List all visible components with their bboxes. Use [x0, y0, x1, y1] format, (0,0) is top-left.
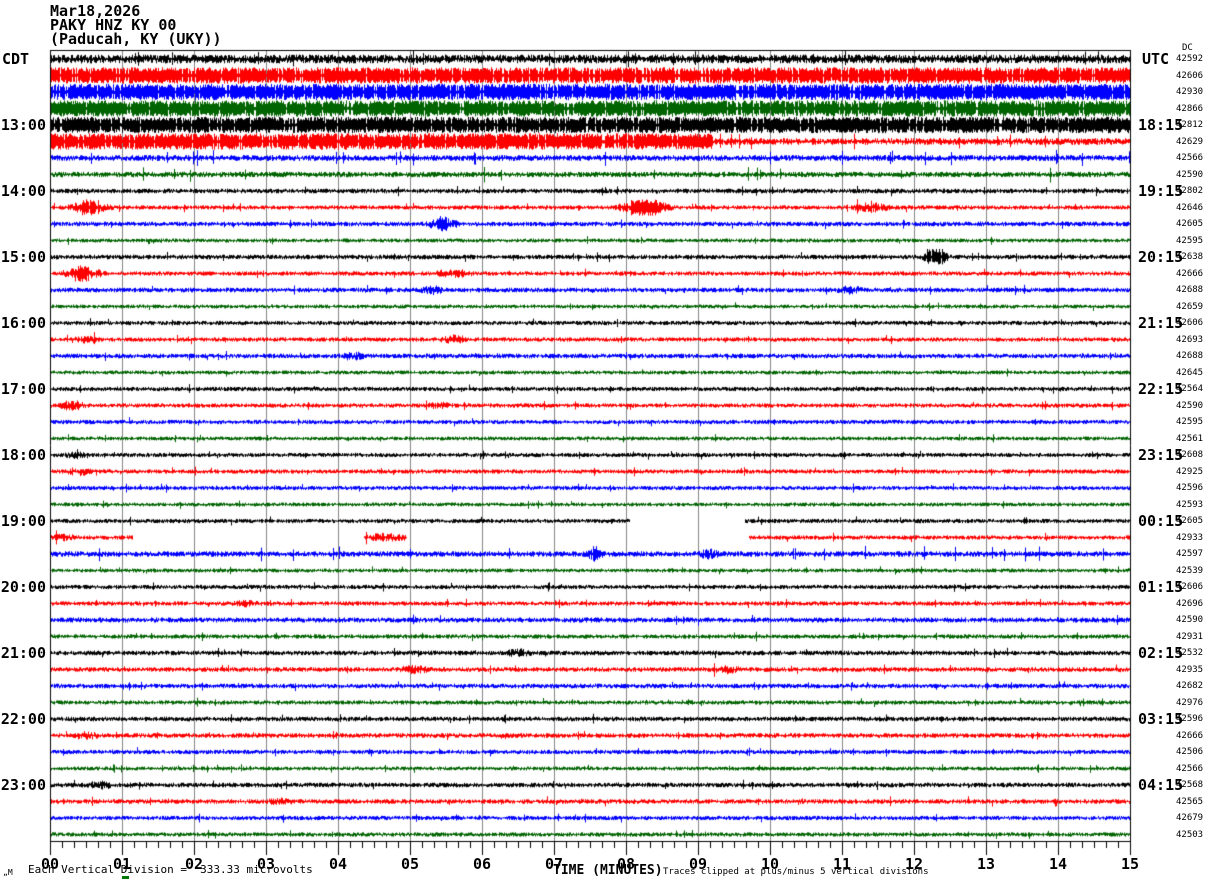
minute-tick-label: 00 [40, 855, 60, 873]
local-hour-label: 15:00 [0, 248, 46, 266]
dc-offset-value: 42566 [1176, 763, 1204, 774]
dc-offset-value: 42666 [1176, 730, 1204, 741]
dc-offset-value: 42595 [1176, 417, 1204, 427]
dc-offset-value: 42679 [1176, 813, 1204, 823]
local-hour-label: 23:00 [0, 776, 46, 794]
local-hour-label: 18:00 [0, 446, 46, 464]
dc-offset-value: 42629 [1176, 136, 1204, 147]
dc-offset-value: 42693 [1176, 334, 1204, 345]
utc-hour-label: 19:15 [1138, 182, 1184, 200]
dc-offset-value: 42590 [1176, 400, 1204, 411]
dc-offset-value: 42696 [1176, 598, 1204, 609]
dc-offset-value: 42596 [1176, 714, 1204, 724]
left-timezone-label: CDT [2, 50, 30, 68]
local-hour-label: 17:00 [0, 380, 46, 398]
utc-hour-label: 02:15 [1138, 644, 1184, 662]
dc-offset-value: 42532 [1176, 648, 1204, 658]
dc-offset-value: 42666 [1176, 268, 1204, 279]
dc-offset-value: 42590 [1176, 615, 1204, 625]
dc-offset-value: 42595 [1176, 235, 1204, 246]
dc-offset-value: 42565 [1176, 796, 1204, 807]
dc-offset-value: 42564 [1176, 384, 1204, 394]
dc-offset-value: 42608 [1176, 450, 1204, 460]
minute-tick-label: 12 [904, 855, 924, 873]
minute-tick-label: 07 [544, 855, 564, 873]
dc-offset-value: 42596 [1176, 483, 1204, 493]
minute-tick-label: 14 [1048, 855, 1068, 873]
minute-tick-label: 03 [256, 855, 276, 873]
minute-tick-label: 15 [1120, 855, 1140, 873]
utc-hour-label: 01:15 [1138, 578, 1184, 596]
dc-offset-value: 42503 [1176, 829, 1204, 840]
dc-offset-value: 42930 [1176, 87, 1204, 97]
clip-note: Traces clipped at plus/minus 5 vertical … [663, 867, 929, 877]
utc-hour-label: 20:15 [1138, 248, 1184, 266]
dc-offset-value: 42593 [1176, 499, 1204, 510]
utc-hour-label: 18:15 [1138, 116, 1184, 134]
minute-tick-label: 01 [112, 855, 132, 873]
utc-hour-label: 03:15 [1138, 710, 1184, 728]
minute-tick-label: 05 [400, 855, 420, 873]
dc-offset-value: 42659 [1176, 301, 1204, 312]
header-site: (Paducah, KY (UKY)) [50, 30, 222, 48]
minute-tick-label: 11 [832, 855, 852, 873]
dc-offset-value: 42539 [1176, 565, 1204, 576]
dc-offset-value: 42590 [1176, 169, 1204, 180]
utc-hour-label: 22:15 [1138, 380, 1184, 398]
header-date: Mar18,2026 [50, 2, 141, 20]
minute-tick-label: 10 [760, 855, 780, 873]
local-hour-label: 20:00 [0, 578, 46, 596]
local-hour-label: 14:00 [0, 182, 46, 200]
utc-hour-label: 00:15 [1138, 512, 1184, 530]
local-hour-label: 19:00 [0, 512, 46, 530]
dc-offset-value: 42688 [1176, 351, 1204, 361]
dc-offset-value: 42976 [1176, 697, 1204, 708]
dc-offset-value: 42933 [1176, 532, 1204, 543]
dc-offset-value: 42605 [1176, 516, 1204, 526]
dc-offset-value: 42925 [1176, 466, 1204, 477]
utc-hour-label: 21:15 [1138, 314, 1184, 332]
dc-offset-value: 42568 [1176, 780, 1204, 790]
dc-offset-value: 42605 [1176, 219, 1204, 229]
dc-offset-value: 42812 [1176, 120, 1204, 130]
right-timezone-label: UTC [1142, 50, 1170, 68]
dc-offset-value: 42682 [1176, 681, 1204, 691]
dc-offset-value: 42646 [1176, 202, 1204, 213]
dc-offset-value: 42606 [1176, 318, 1204, 328]
local-hour-label: 22:00 [0, 710, 46, 728]
minute-tick-label: 02 [184, 855, 204, 873]
scale-note: Each Vertical Division = 333.33 microvol… [28, 863, 313, 876]
dc-offset-value: 42506 [1176, 747, 1204, 757]
dc-offset-value: 42606 [1176, 70, 1204, 81]
dc-offset-value: 42688 [1176, 285, 1204, 295]
scale-marker [122, 876, 129, 879]
local-hour-label: 13:00 [0, 116, 46, 134]
minute-tick-label: 04 [328, 855, 348, 873]
dc-offset-value: 42592 [1176, 54, 1204, 64]
local-hour-label: 16:00 [0, 314, 46, 332]
dc-offset-value: 42935 [1176, 664, 1204, 675]
header-station: PAKY HNZ KY 00 [50, 16, 177, 34]
dc-offset-value: 42561 [1176, 433, 1204, 444]
minute-tick-label: 09 [688, 855, 708, 873]
dc-offset-value: 42645 [1176, 367, 1204, 378]
dc-offset-value: 42606 [1176, 582, 1204, 592]
dc-offset-value: 42566 [1176, 153, 1204, 163]
dc-offset-value: 42597 [1176, 549, 1204, 559]
dc-offset-value: 42638 [1176, 252, 1204, 262]
utc-hour-label: 23:15 [1138, 446, 1184, 464]
logo-watermark: „M [3, 868, 13, 877]
time-axis-title: TIME (MINUTES) [553, 863, 663, 878]
minute-tick-label: 13 [976, 855, 996, 873]
minute-tick-label: 06 [472, 855, 492, 873]
dc-offset-value: 42802 [1176, 186, 1204, 196]
utc-hour-label: 04:15 [1138, 776, 1184, 794]
dc-offset-value: 42866 [1176, 103, 1204, 114]
dc-offset-value: 42931 [1176, 631, 1204, 642]
dc-column-header: DC [1182, 43, 1193, 53]
minute-tick-label: 08 [616, 855, 636, 873]
local-hour-label: 21:00 [0, 644, 46, 662]
